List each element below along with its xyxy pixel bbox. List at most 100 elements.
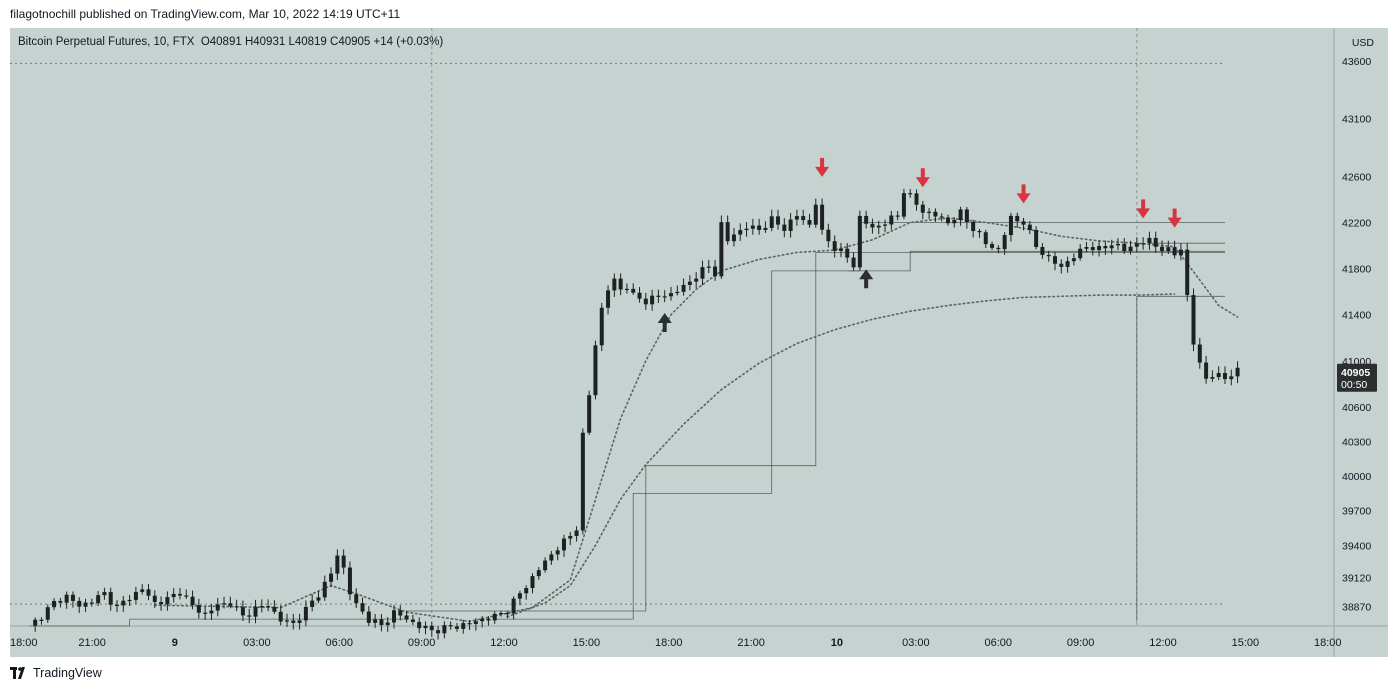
candle — [1084, 247, 1089, 249]
candle — [618, 278, 623, 290]
candle — [392, 610, 397, 623]
candle — [549, 554, 554, 561]
candle — [1204, 362, 1209, 379]
candle — [121, 600, 126, 606]
candle — [631, 288, 636, 293]
candle — [335, 555, 340, 574]
candle — [127, 599, 132, 602]
sell-signal-arrow-icon — [1167, 208, 1182, 228]
candle — [738, 230, 743, 235]
candle — [794, 216, 799, 220]
candle — [429, 625, 434, 631]
price-tick-label: 39400 — [1342, 540, 1371, 552]
candle — [1166, 247, 1171, 252]
time-tick-label: 21:00 — [78, 637, 106, 649]
candle — [297, 620, 302, 623]
candle — [316, 597, 321, 601]
candle — [39, 619, 44, 621]
price-tick-label: 41400 — [1342, 310, 1371, 322]
candle — [908, 193, 913, 195]
candle — [360, 603, 365, 612]
candle — [952, 219, 957, 224]
candle — [826, 229, 831, 242]
sell-signal-arrow-icon — [1016, 184, 1031, 204]
candle — [1065, 261, 1070, 267]
candle — [379, 619, 384, 626]
candle — [1229, 376, 1234, 380]
chart-area[interactable]: 43600 43100 42600 42200 41800 41400 41000 40600… — [10, 28, 1388, 657]
candle — [1090, 247, 1095, 251]
candle — [467, 623, 472, 625]
candle — [876, 225, 881, 228]
price-tick-label: 40300 — [1342, 437, 1371, 449]
sell-signal-arrow-icon — [915, 168, 930, 188]
candle — [115, 604, 120, 606]
candle — [1078, 248, 1083, 259]
candle — [146, 589, 151, 596]
candle — [152, 595, 157, 603]
candle — [247, 615, 252, 617]
candle — [637, 292, 642, 299]
moving-average-slow — [506, 293, 1176, 618]
candle — [687, 281, 692, 285]
candle — [253, 606, 258, 617]
candle — [1134, 243, 1139, 247]
candle — [606, 290, 611, 308]
candle — [259, 606, 264, 608]
candle — [599, 307, 604, 346]
candle — [303, 606, 308, 621]
candle — [530, 576, 535, 589]
time-tick-label: 12:00 — [1149, 637, 1177, 649]
candle — [159, 602, 164, 605]
candle — [650, 295, 655, 305]
candle — [454, 626, 459, 629]
candle — [1185, 249, 1190, 296]
candle — [971, 222, 976, 232]
candle — [1015, 215, 1020, 222]
sell-signal-arrow-icon — [1136, 199, 1151, 219]
candle — [1178, 249, 1183, 256]
candle — [108, 592, 113, 605]
candle — [52, 600, 57, 608]
footer-brand[interactable]: TradingView — [10, 664, 102, 682]
candle — [165, 597, 170, 605]
candle — [536, 570, 541, 577]
candle — [889, 215, 894, 225]
candles — [33, 188, 1240, 640]
price-tick-label: 43600 — [1342, 56, 1371, 68]
candle — [436, 630, 441, 634]
candle — [669, 293, 673, 297]
candlestick-chart[interactable]: 4360043100426004220041800414004100040600… — [10, 28, 1388, 657]
candle — [266, 606, 271, 608]
candle — [1008, 215, 1013, 236]
buy-signal-arrow-icon — [657, 313, 672, 333]
candle — [958, 209, 963, 220]
price-tick-label: 39120 — [1342, 573, 1371, 585]
candle — [505, 613, 510, 615]
brand-name: TradingView — [33, 666, 102, 680]
candle — [1128, 246, 1133, 252]
candle — [215, 604, 220, 611]
candle — [1059, 263, 1064, 267]
time-tick-label: 09:00 — [408, 637, 436, 649]
ohlc-close: C40905 — [330, 36, 371, 48]
candle — [278, 611, 283, 622]
time-tick-label: 21:00 — [737, 637, 765, 649]
candle — [750, 225, 755, 229]
candle — [1122, 243, 1127, 252]
sell-signal-arrow-icon — [815, 157, 830, 177]
candle — [851, 257, 856, 268]
candle — [675, 291, 680, 294]
candle — [895, 215, 900, 217]
candle — [776, 216, 781, 225]
candle — [1053, 256, 1058, 264]
candle — [329, 573, 334, 582]
candle — [933, 211, 938, 217]
ohlc-change: +14 (+0.03%) — [373, 36, 444, 48]
candle — [354, 594, 359, 604]
candle — [744, 228, 749, 231]
candle — [1235, 367, 1240, 377]
candle — [96, 595, 101, 604]
candle — [857, 215, 862, 268]
candle — [901, 193, 906, 217]
